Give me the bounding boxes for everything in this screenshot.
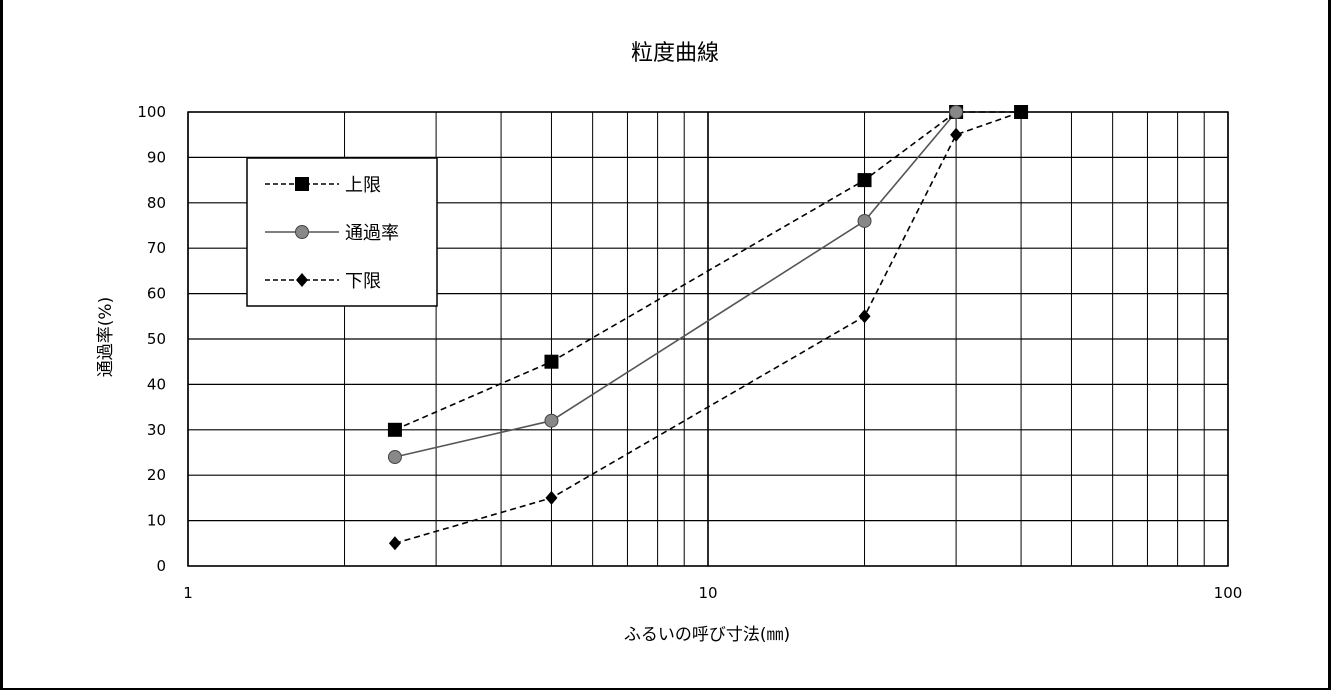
legend-label-upper-limit: 上限 (345, 175, 381, 196)
data-point-passing-rate (544, 413, 559, 428)
y-tick-label: 60 (147, 285, 166, 303)
legend-marker-upper-limit (295, 177, 309, 191)
series-layer (387, 105, 1029, 551)
y-tick-label: 10 (147, 512, 166, 530)
data-point-lower-limit (1015, 105, 1028, 119)
series-line-passing-rate (394, 111, 957, 458)
x-tick-label: 10 (698, 584, 717, 602)
y-tick-label: 30 (147, 421, 166, 439)
legend-label-passing-rate: 通過率 (345, 223, 399, 244)
y-axis-title: 通過率(%) (96, 297, 116, 377)
data-point-upper-limit (857, 173, 872, 188)
data-point-upper-limit (544, 354, 559, 369)
chart-title: 粒度曲線 (631, 41, 719, 66)
data-point-passing-rate (387, 450, 402, 465)
legend-marker-passing-rate (295, 225, 309, 239)
data-point-lower-limit (545, 490, 558, 505)
x-tick-label: 1 (183, 584, 193, 602)
y-tick-label: 40 (147, 375, 166, 393)
y-tick-label: 80 (147, 194, 166, 212)
data-point-lower-limit (388, 536, 401, 551)
data-point-passing-rate (949, 105, 964, 119)
data-point-upper-limit (387, 422, 402, 437)
legend-marker-lower-limit (296, 273, 308, 287)
y-tick-label: 50 (147, 330, 166, 348)
x-tick-label: 100 (1214, 584, 1243, 602)
y-tick-label: 90 (147, 148, 166, 166)
data-point-passing-rate (857, 213, 872, 228)
y-tick-label: 20 (147, 466, 166, 484)
legend-label-lower-limit: 下限 (345, 271, 381, 292)
y-tick-label: 100 (137, 103, 166, 121)
y-tick-label: 0 (156, 557, 166, 575)
x-axis-title: ふるいの呼び寸法(㎜) (624, 625, 790, 645)
y-tick-label: 70 (147, 239, 166, 257)
data-point-lower-limit (950, 127, 963, 142)
data-point-lower-limit (858, 309, 871, 324)
